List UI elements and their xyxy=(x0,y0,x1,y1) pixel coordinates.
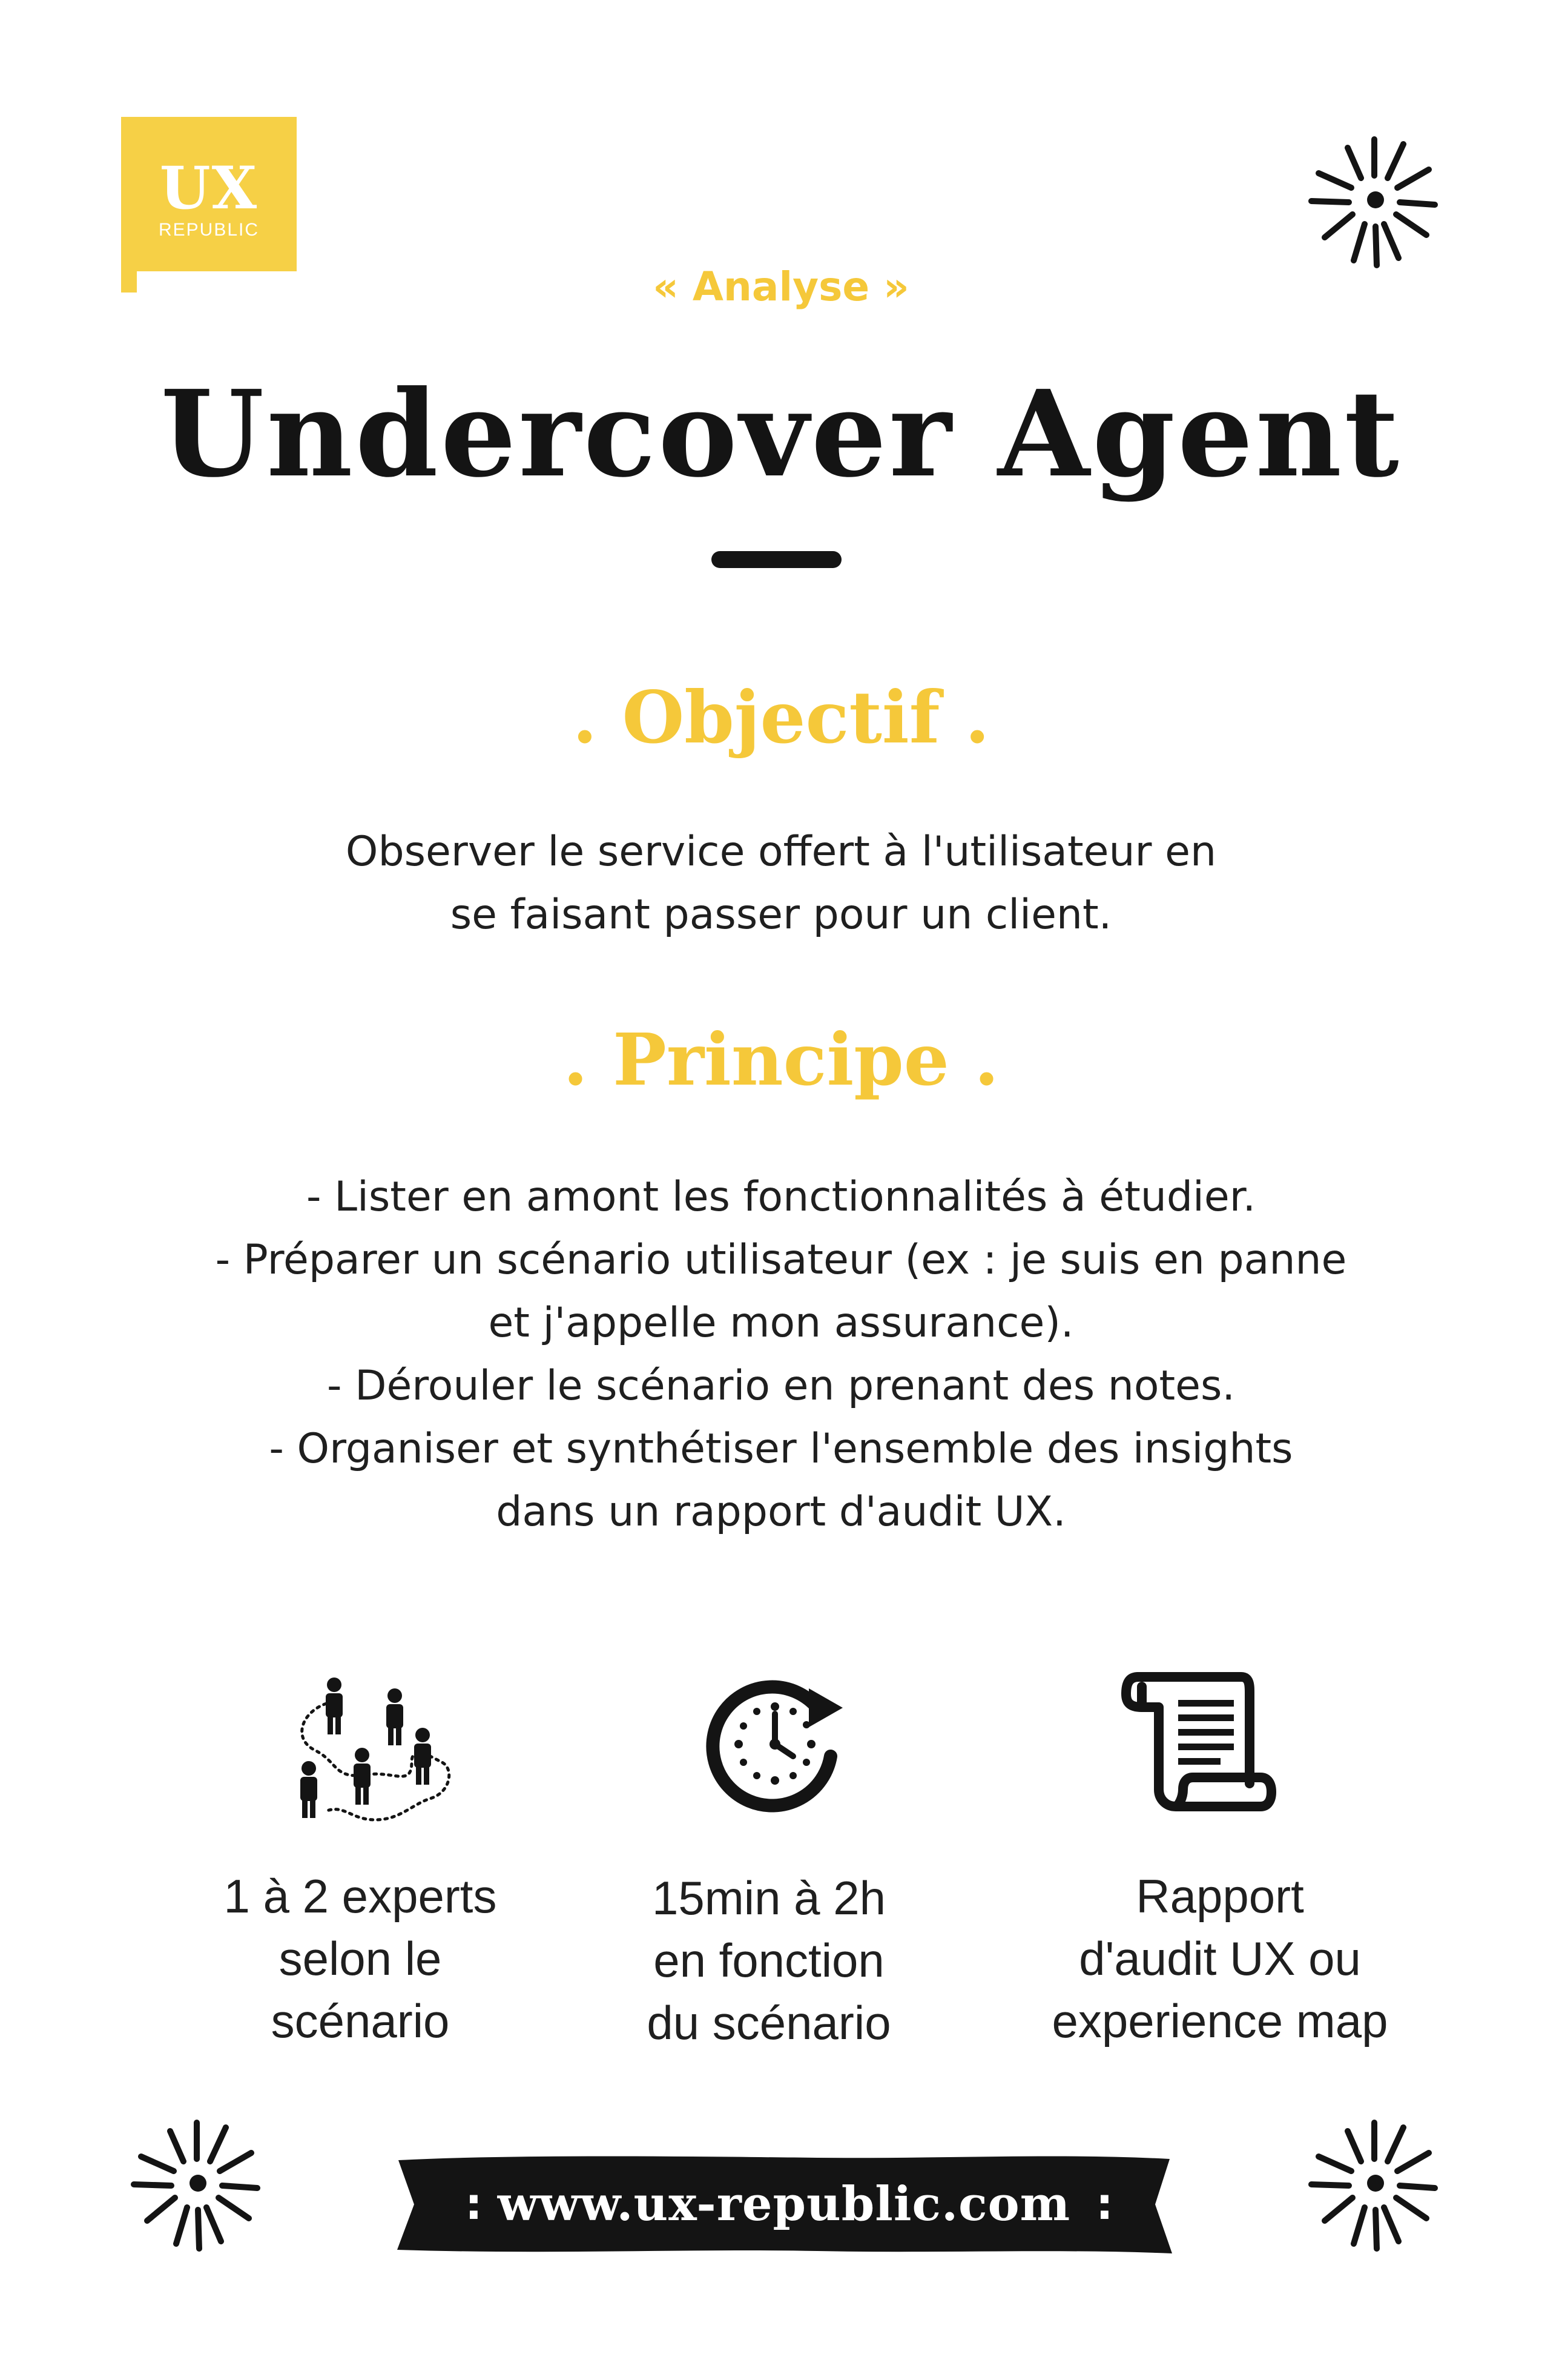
page-title: Undercover Agent xyxy=(160,365,1402,504)
objectif-line: Observer le service offert à l'utilisate… xyxy=(345,828,1217,876)
logo-tab xyxy=(121,268,137,293)
stat-line: 15min à 2h xyxy=(652,1871,886,1925)
stat-deliverable: Rapport d'audit UX ou experience map xyxy=(1008,1865,1432,2052)
banner-ribbon-shape xyxy=(397,2156,1172,2253)
principe-line: - Organiser et synthétiser l'ensemble de… xyxy=(269,1425,1293,1473)
stat-line: experience map xyxy=(1052,1994,1388,2048)
principe-text: - Lister en amont les fonctionnalités à … xyxy=(0,1166,1562,1544)
sun-burst-icon xyxy=(131,2120,260,2252)
principe-line: dans un rapport d'audit UX. xyxy=(496,1488,1066,1536)
objectif-line: se faisant passer pour un client. xyxy=(450,891,1112,939)
principe-line: et j'appelle mon assurance). xyxy=(488,1299,1074,1347)
website-link[interactable]: www.ux-republic.com xyxy=(497,2177,1071,2232)
stat-line: d'audit UX ou xyxy=(1079,1932,1361,1985)
stat-duration: 15min à 2h en fonction du scénario xyxy=(557,1867,981,2054)
principe-line: - Dérouler le scénario en prenant des no… xyxy=(326,1362,1236,1410)
clock-icon xyxy=(706,1680,843,1813)
logo-sub-text: REPUBLIC xyxy=(158,220,260,240)
banner-left-mark: : xyxy=(465,2178,483,2229)
stat-line: en fonction xyxy=(653,1934,885,1987)
stat-experts: 1 à 2 experts selon le scénario xyxy=(148,1865,572,2052)
logo-box xyxy=(121,117,297,271)
principe-line: - Lister en amont les fonctionnalités à … xyxy=(306,1173,1256,1221)
objectif-text: Observer le service offert à l'utilisate… xyxy=(0,821,1562,947)
sun-burst-icon xyxy=(1308,136,1438,268)
stat-line: selon le xyxy=(278,1932,442,1985)
principe-heading: . Principe . xyxy=(562,1017,1000,1102)
logo-brand-text: UX xyxy=(159,154,259,222)
website-banner[interactable]: : : www.ux-republic.com xyxy=(394,2147,1175,2262)
sun-burst-icon xyxy=(1308,2120,1438,2252)
objectif-heading: . Objectif . xyxy=(572,675,990,759)
stat-line: du scénario xyxy=(647,1996,891,2049)
people-journey-icon xyxy=(300,1678,451,1822)
stat-line: Rapport xyxy=(1136,1869,1304,1923)
category-kicker: « Analyse » xyxy=(653,263,909,310)
principe-line: - Préparer un scénario utilisateur (ex :… xyxy=(215,1236,1347,1284)
stat-line: 1 à 2 experts xyxy=(223,1869,497,1923)
banner-right-mark: : xyxy=(1096,2178,1113,2229)
title-divider xyxy=(711,551,842,568)
ux-republic-logo: UX REPUBLIC xyxy=(121,117,297,293)
stat-line: scénario xyxy=(271,1994,450,2048)
document-scroll-icon xyxy=(1121,1672,1276,1811)
